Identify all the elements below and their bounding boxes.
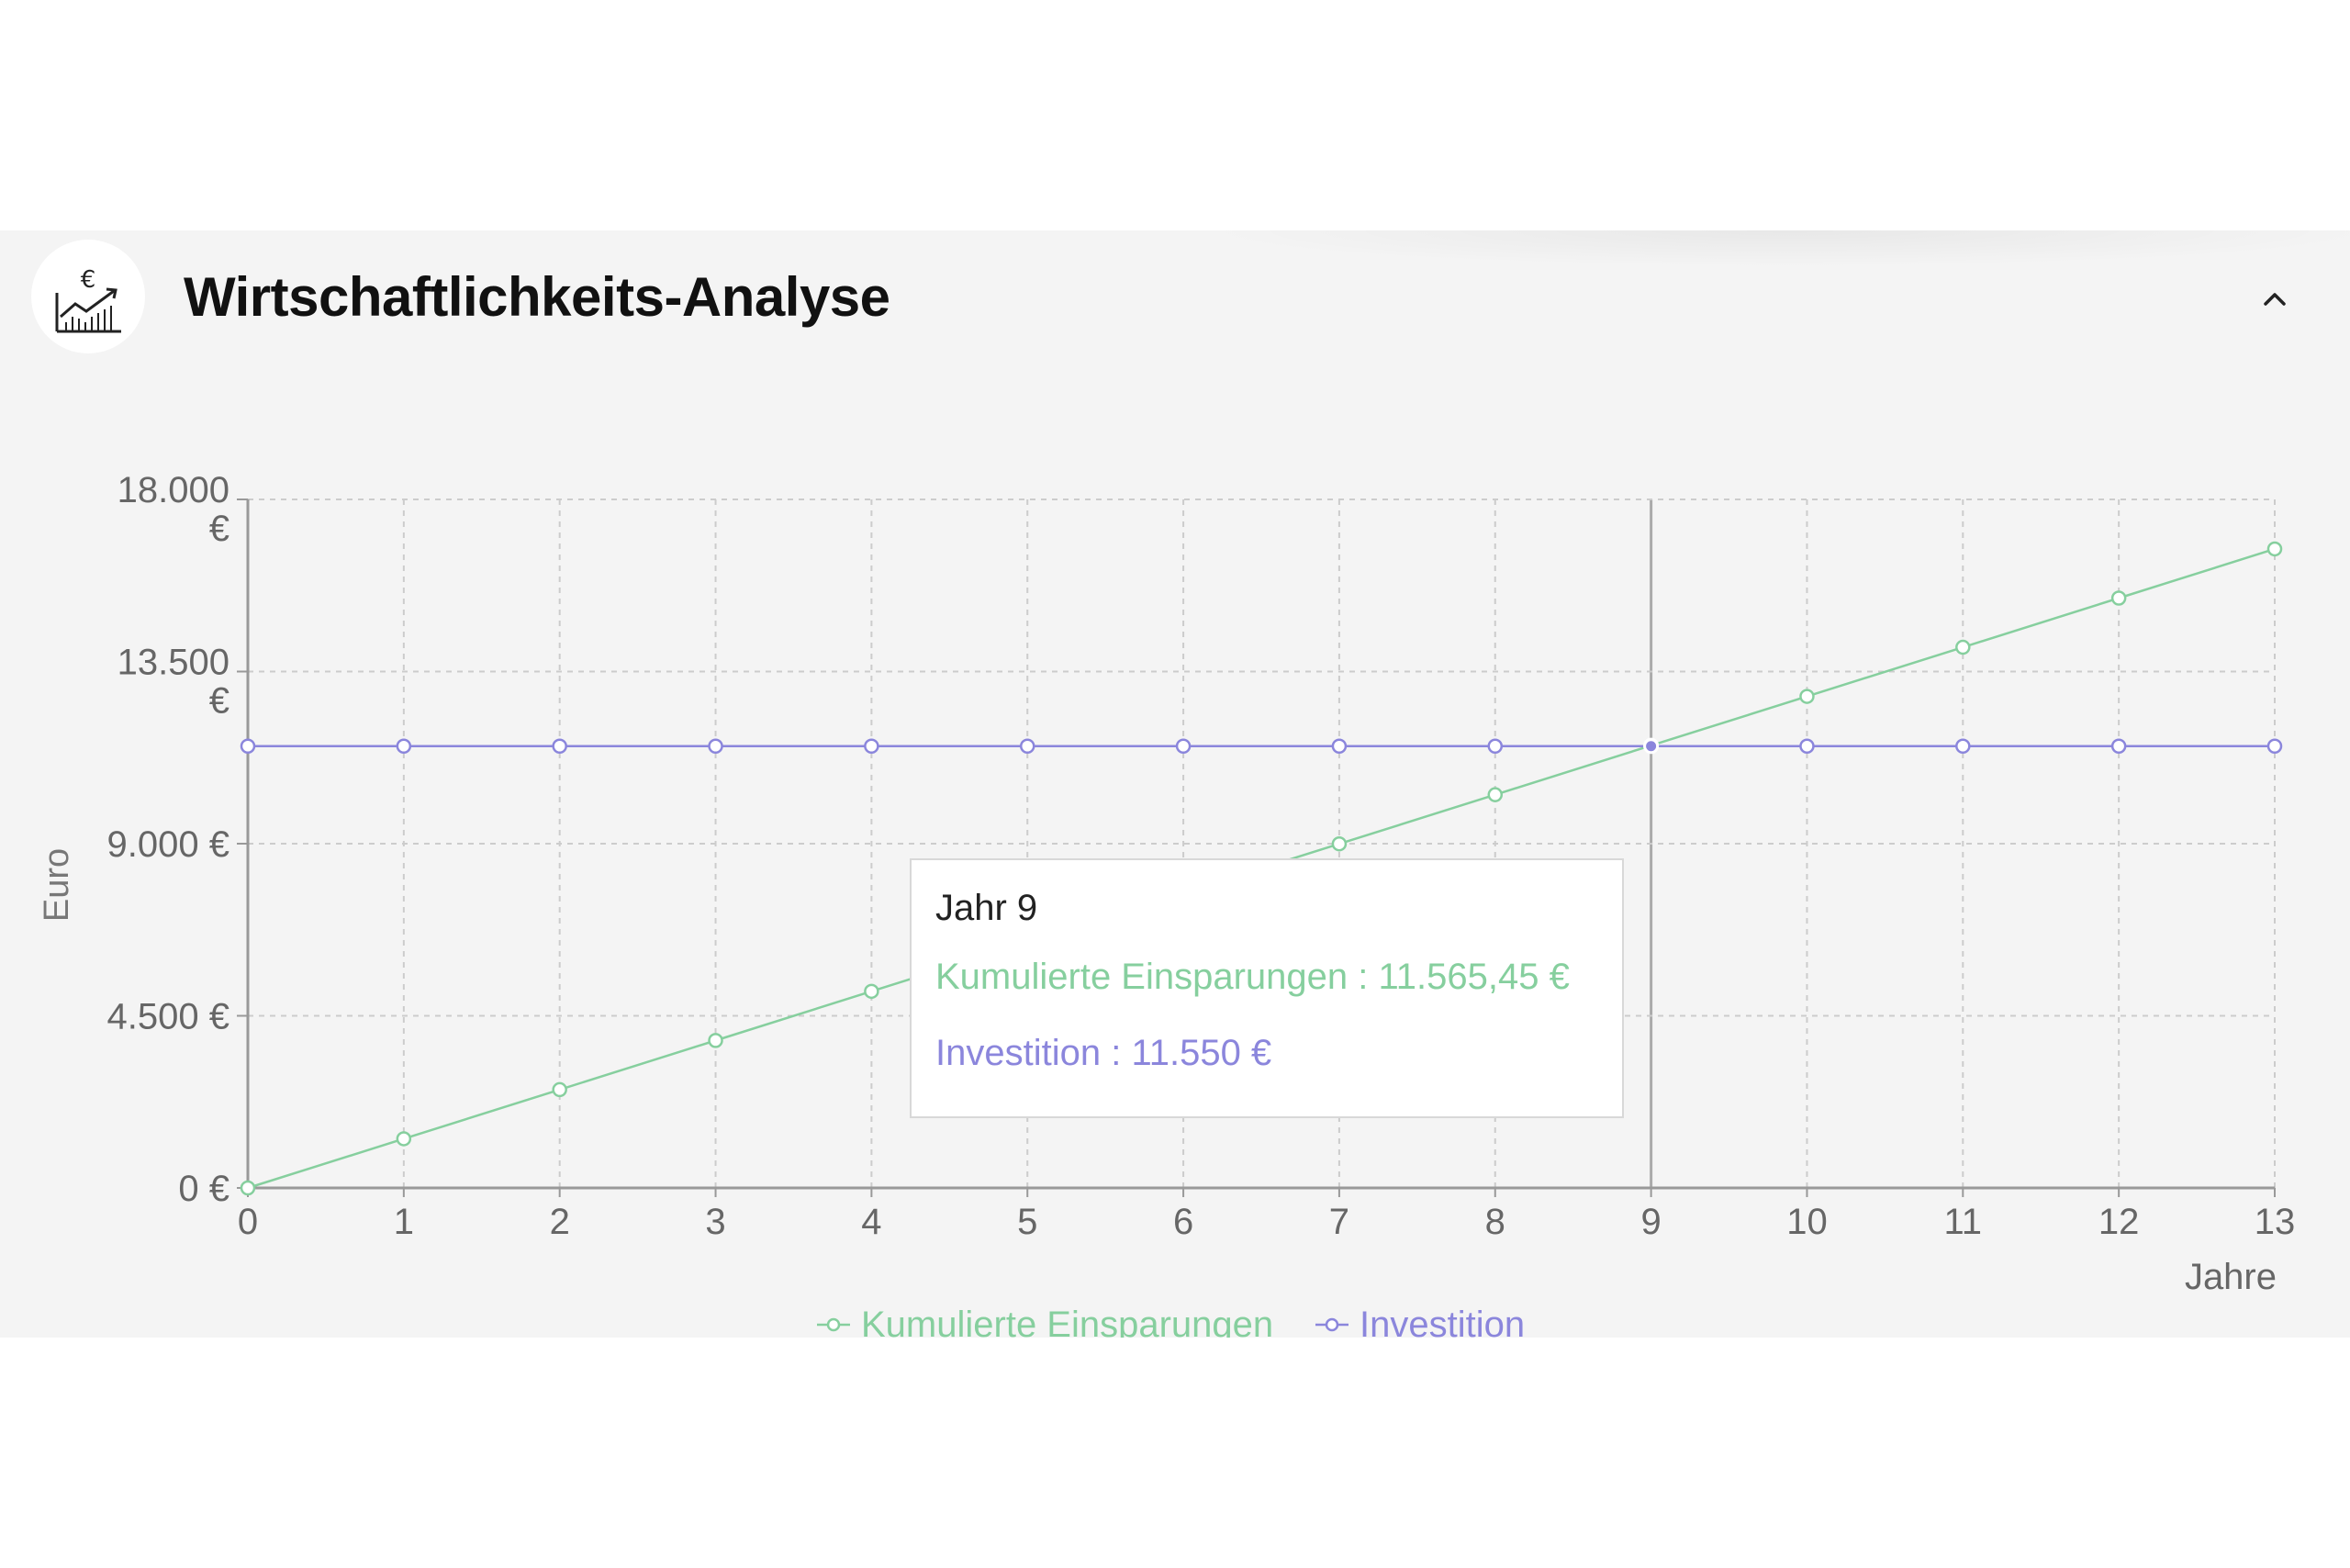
x-tick-label: 3	[705, 1202, 725, 1242]
data-point	[240, 1180, 256, 1196]
x-tick-label: 7	[1329, 1202, 1349, 1242]
x-tick-label: 11	[1944, 1202, 1983, 1242]
panel-shadow	[1193, 230, 2350, 267]
y-tick-label: 18.000 €	[118, 470, 229, 549]
data-point	[552, 738, 567, 754]
x-tick-label: 8	[1485, 1202, 1505, 1242]
data-point	[1487, 787, 1504, 802]
data-point	[2110, 590, 2127, 606]
data-point	[552, 1081, 567, 1098]
data-point	[396, 1131, 412, 1147]
x-tick-label: 2	[550, 1202, 570, 1242]
data-point	[864, 738, 879, 754]
legend-marker[interactable]	[826, 1317, 841, 1332]
chart-labels: 0 1 2 3 4 5 6 7 8 9 10 11 12 130 €4.500 €9.000 €13.50…	[38, 470, 2295, 1297]
svg-text:€: €	[81, 266, 96, 294]
data-point	[1955, 738, 1971, 754]
panel-title: Wirtschaftlichkeits-Analyse	[184, 266, 890, 328]
euro-chart-icon: €	[31, 240, 145, 353]
data-point	[396, 738, 412, 754]
chart-svg: 0 1 2 3 4 5 6 7 8 9 10 11 12 130 €4.500 €9.000 €13.50…	[38, 470, 2295, 1338]
data-point	[240, 738, 256, 754]
data-point	[1331, 835, 1348, 852]
chart-axes	[237, 498, 2276, 1197]
x-tick-label: 0	[238, 1202, 258, 1242]
y-tick-label: 13.500 €	[118, 643, 229, 722]
data-point	[1487, 738, 1504, 754]
chart-legend[interactable]: Kumulierte Einsparungen Investition	[817, 1305, 1525, 1338]
data-point	[1175, 738, 1192, 754]
data-point	[2266, 738, 2283, 754]
tooltip-investment-line: Investition : 11.550 €	[935, 1033, 1272, 1073]
legend-label[interactable]: Investition	[1360, 1305, 1525, 1338]
data-point	[2266, 541, 2283, 557]
data-point	[708, 738, 723, 754]
data-point	[2110, 738, 2127, 754]
collapse-button[interactable]	[2247, 274, 2302, 320]
x-tick-label: 4	[861, 1202, 881, 1242]
x-tick-label: 9	[1640, 1202, 1661, 1242]
x-tick-label: 5	[1017, 1202, 1037, 1242]
legend-marker[interactable]	[1325, 1317, 1339, 1332]
y-tick-label: 9.000 €	[107, 824, 229, 865]
analysis-panel: € Wirtschaftlichkeits-Analyse	[0, 230, 2350, 1338]
data-point	[1331, 738, 1348, 754]
x-tick-label: 13	[2255, 1202, 2296, 1242]
chevron-up-icon	[2264, 293, 2286, 306]
legend-label[interactable]: Kumulierte Einsparungen	[861, 1305, 1273, 1338]
data-point	[1799, 689, 1815, 704]
data-point	[1643, 738, 1660, 755]
x-tick-label: 6	[1173, 1202, 1193, 1242]
data-point	[1019, 738, 1035, 754]
y-axis-title: Euro	[38, 848, 76, 922]
data-point	[1955, 639, 1971, 655]
x-tick-label: 12	[2098, 1202, 2140, 1242]
tooltip-savings-line: Kumulierte Einsparungen : 11.565,45 €	[935, 957, 1570, 997]
x-axis-title: Jahre	[2185, 1257, 2277, 1297]
data-point	[864, 983, 879, 1000]
x-tick-label: 10	[1786, 1202, 1828, 1242]
data-point	[1799, 738, 1815, 754]
y-tick-label: 4.500 €	[107, 997, 229, 1037]
y-tick-label: 0 €	[178, 1169, 229, 1209]
x-tick-label: 1	[394, 1202, 414, 1242]
tooltip-title: Jahr 9	[935, 888, 1038, 928]
data-point	[708, 1033, 723, 1048]
chart-tooltip: Jahr 9 Kumulierte Einsparungen : 11.565,…	[910, 858, 1624, 1118]
